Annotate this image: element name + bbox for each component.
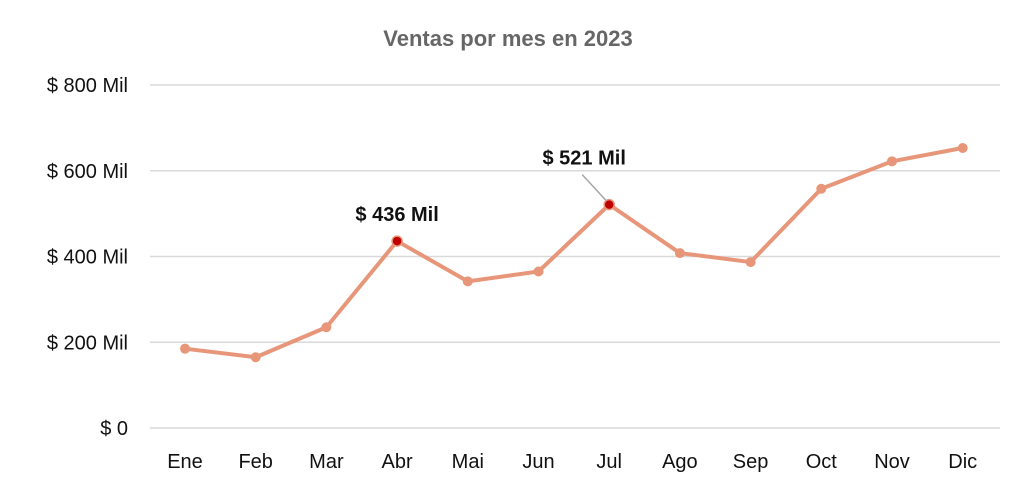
- x-tick-label: Nov: [874, 451, 910, 473]
- x-tick-label: Dic: [948, 451, 977, 473]
- x-tick-label: Oct: [806, 451, 838, 473]
- x-tick-label: Jun: [522, 451, 554, 473]
- data-point-dic: [957, 143, 968, 154]
- annotation-leader-line: [581, 174, 607, 202]
- x-tick-label: Mar: [309, 451, 344, 473]
- y-axis-ticks: $ 0 $ 200 Mil $ 400 Mil $ 600 Mil $ 800 Mil: [47, 75, 128, 440]
- data-point-nov: [887, 156, 897, 167]
- x-tick-label: Ene: [167, 451, 203, 473]
- series-line-layer: [183, 146, 965, 360]
- y-tick-label: $ 800 Mil: [47, 75, 128, 97]
- data-label-abr: $ 436 Mil: [355, 204, 438, 226]
- data-point-oct: [816, 183, 827, 194]
- x-tick-label: Sep: [733, 451, 769, 473]
- series-line: [183, 146, 965, 360]
- gridlines: [150, 84, 1000, 429]
- data-point-jun: [533, 266, 544, 277]
- y-tick-label: $ 600 Mil: [47, 161, 128, 183]
- data-point-mar: [321, 322, 332, 333]
- data-point-ene: [180, 343, 190, 354]
- x-tick-label: Jul: [596, 451, 622, 473]
- y-tick-label: $ 0: [100, 418, 128, 440]
- data-label-jul: $ 521 Mil: [543, 148, 626, 170]
- data-point-ago: [674, 248, 685, 259]
- y-tick-label: $ 400 Mil: [47, 247, 128, 269]
- data-point-feb: [250, 352, 261, 363]
- data-point-jul: [603, 198, 615, 211]
- data-points: [180, 143, 968, 363]
- y-tick-label: $ 200 Mil: [47, 332, 128, 354]
- x-tick-label: Mai: [452, 451, 484, 473]
- chart-title: Ventas por mes en 2023: [383, 26, 632, 51]
- x-tick-label: Ago: [662, 451, 698, 473]
- x-axis-ticks: Ene Feb Mar Abr Mai Jun Jul Ago Sep Oct Nov Dic: [167, 451, 977, 473]
- x-tick-label: Abr: [382, 451, 413, 473]
- data-point-sep: [745, 257, 756, 268]
- annotations: $ 436 Mil $ 521 Mil: [355, 148, 625, 226]
- data-point-abr: [391, 235, 403, 247]
- data-point-mai: [462, 276, 473, 287]
- x-tick-label: Feb: [238, 451, 272, 473]
